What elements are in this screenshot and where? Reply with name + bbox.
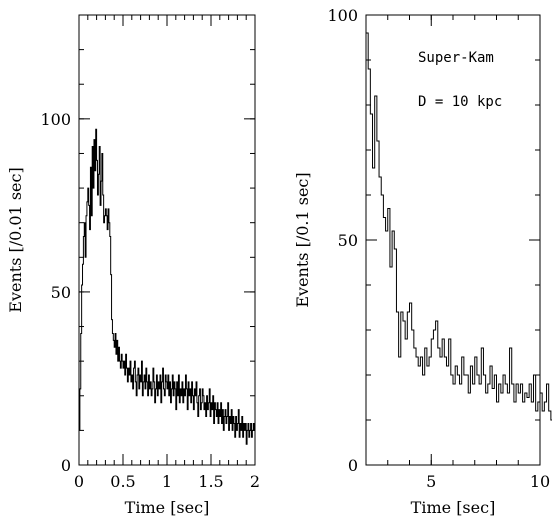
right-x-axis-label: Time [sec] <box>411 498 496 517</box>
x-tick-label: 0.5 <box>110 472 135 491</box>
y-tick-label: 100 <box>40 110 71 129</box>
left-axis-ticks <box>78 14 256 466</box>
left-x-axis-label: Time [sec] <box>125 498 210 517</box>
y-tick-label: 100 <box>327 6 358 25</box>
left-tick-labels: 0 0.5 1 1.5 2 0 50 100 <box>40 110 260 491</box>
x-tick-label: 5 <box>426 472 436 491</box>
right-axis-ticks <box>365 14 541 466</box>
detector-annotation: Super-Kam <box>418 50 494 66</box>
right-histogram-series <box>366 32 552 421</box>
y-tick-label: 50 <box>51 283 71 302</box>
x-tick-label: 10 <box>530 472 550 491</box>
distance-annotation: D = 10 kpc <box>418 94 502 110</box>
left-plot-frame <box>78 14 256 466</box>
y-tick-label: 50 <box>338 231 358 250</box>
x-tick-label: 1 <box>162 472 172 491</box>
y-tick-label: 0 <box>61 456 71 475</box>
x-tick-label: 2 <box>250 472 260 491</box>
x-tick-label: 1.5 <box>198 472 223 491</box>
left-panel-plot: 0 0.5 1 1.5 2 0 50 100 Time [sec] Events [/0.01… <box>6 14 260 517</box>
right-y-axis-label: Events [/0.1 sec] <box>293 172 312 307</box>
x-tick-label: 0 <box>74 472 84 491</box>
left-histogram-series <box>79 128 255 445</box>
y-tick-label: 0 <box>348 456 358 475</box>
left-y-axis-label: Events [/0.01 sec] <box>6 167 25 312</box>
